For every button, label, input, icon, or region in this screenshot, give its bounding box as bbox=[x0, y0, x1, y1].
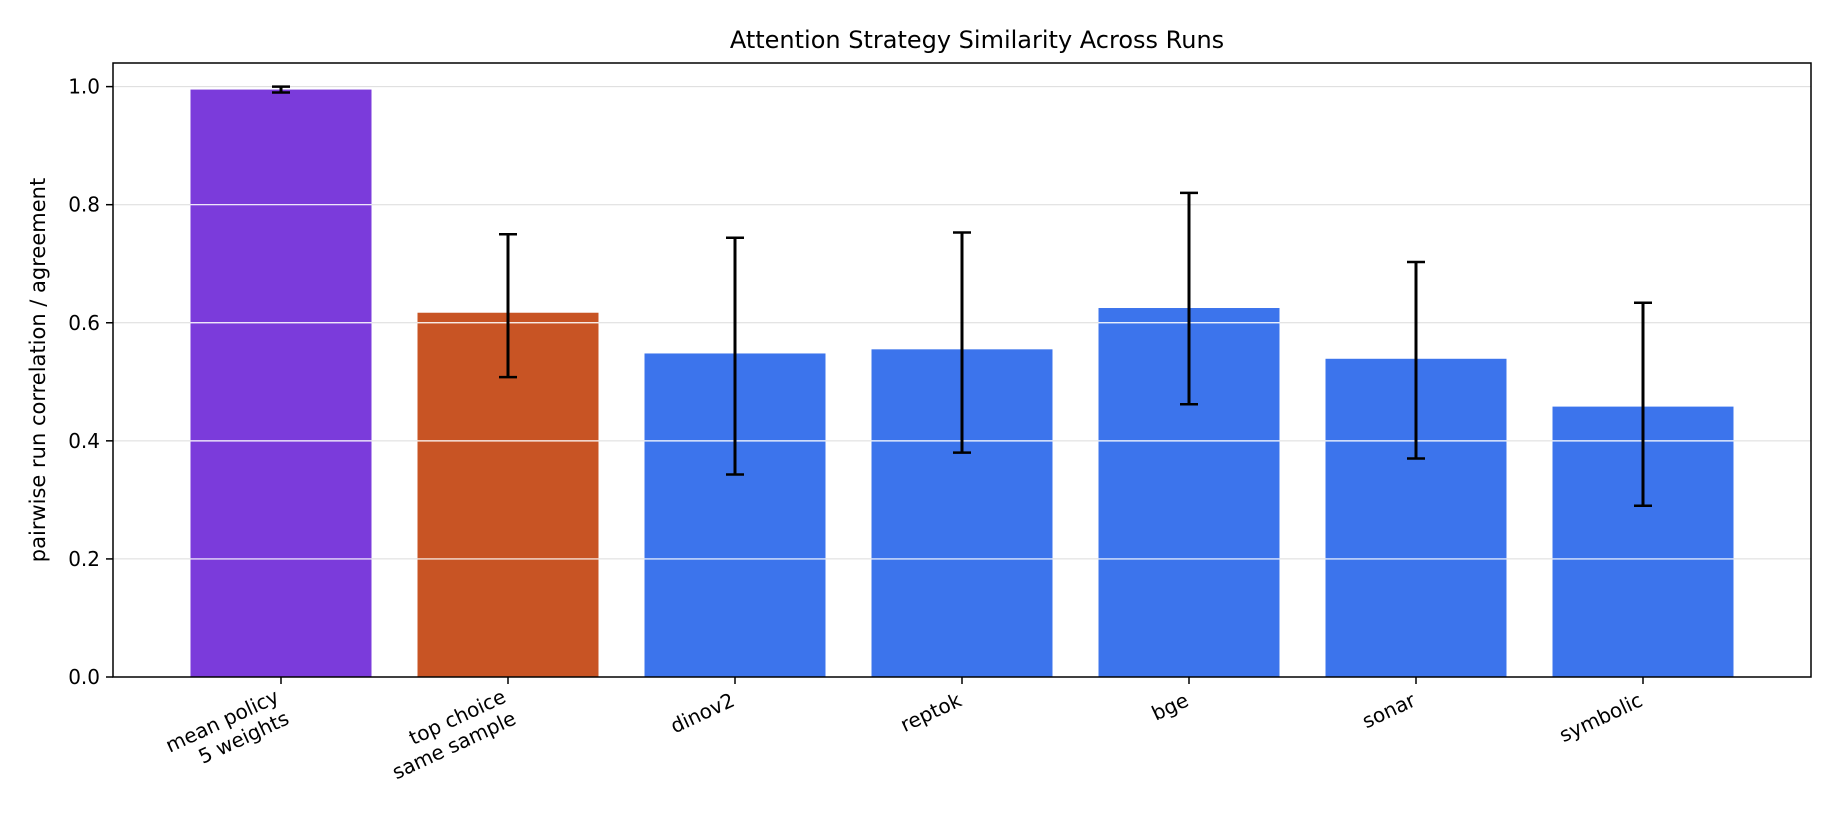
x-tick-label: dinov2 bbox=[667, 688, 739, 738]
y-axis-label: pairwise run correlation / agreement bbox=[26, 178, 50, 562]
axes bbox=[106, 62, 1812, 684]
y-tick-label: 0.6 bbox=[68, 311, 100, 335]
x-tick-label: symbolic bbox=[1556, 688, 1647, 747]
error-bar bbox=[726, 236, 744, 476]
chart-title: Attention Strategy Similarity Across Run… bbox=[730, 26, 1224, 54]
y-tick-label: 0.0 bbox=[68, 665, 100, 689]
plot-frame bbox=[112, 62, 1812, 678]
error-bar bbox=[499, 232, 517, 379]
error-bar bbox=[1180, 191, 1198, 406]
x-tick-label: bge bbox=[1148, 688, 1192, 726]
y-tick-label: 1.0 bbox=[68, 75, 100, 99]
y-tick-label: 0.4 bbox=[68, 429, 100, 453]
error-bar bbox=[1634, 301, 1652, 508]
error-bar bbox=[272, 85, 290, 94]
error-bar bbox=[953, 231, 971, 454]
y-tick-label: 0.2 bbox=[68, 547, 100, 571]
bar bbox=[190, 89, 372, 677]
error-bars bbox=[272, 85, 1652, 508]
error-bar bbox=[1407, 260, 1425, 460]
x-tick-label: sonar bbox=[1358, 687, 1419, 733]
y-tick-label: 0.8 bbox=[68, 193, 100, 217]
x-tick-label: reptok bbox=[897, 688, 966, 737]
